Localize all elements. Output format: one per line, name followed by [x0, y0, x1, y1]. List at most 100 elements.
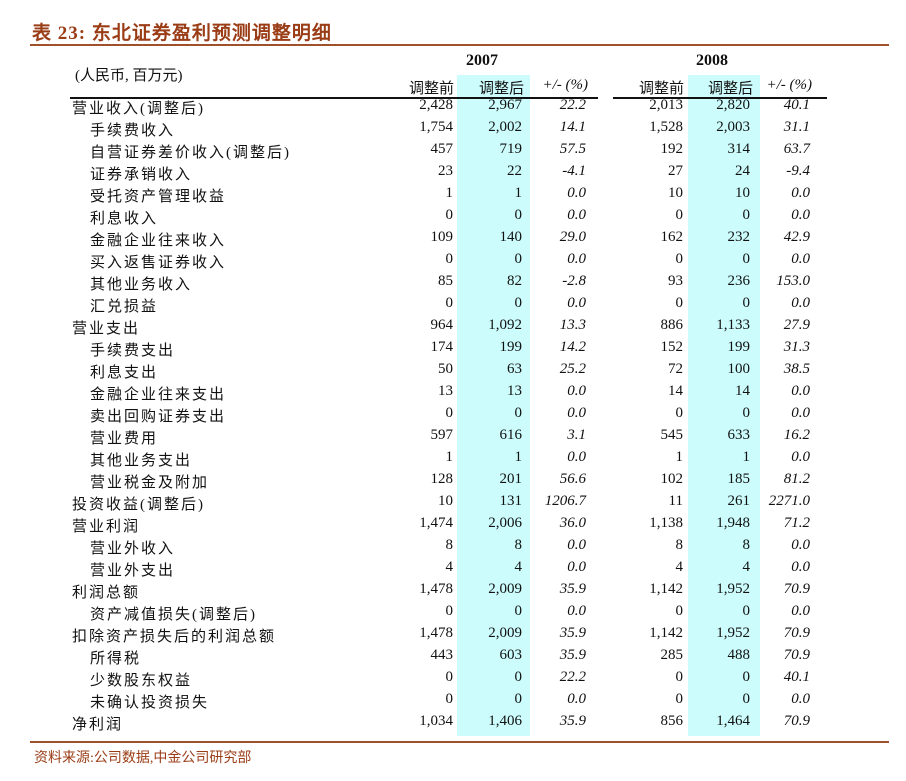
value-cell: 109	[430, 229, 454, 245]
pct-change-cell: 29.0	[559, 229, 586, 245]
table-row: 自营证券差价收入(调整后) 457 719 57.5 192 314 63.7	[0, 141, 906, 163]
header-rule-2008	[613, 97, 827, 99]
value-cell: 2,006	[488, 515, 522, 531]
table-row: 所得税 443 603 35.9 285 488 70.9	[0, 647, 906, 669]
value-cell: 2,009	[488, 625, 522, 641]
table-row: 利息支出 50 63 25.2 72 100 38.5	[0, 361, 906, 383]
header-before-2007: 调整前	[408, 81, 454, 97]
value-cell: 0	[445, 295, 454, 311]
value-cell: 0	[675, 207, 684, 223]
value-cell: 1,474	[419, 515, 453, 531]
row-label: 自营证券差价收入(调整后)	[90, 145, 291, 161]
pct-change-cell: 13.3	[559, 317, 586, 333]
value-cell: 1	[514, 449, 523, 465]
pct-change-cell: 16.2	[783, 427, 810, 443]
pct-change-cell: 31.3	[783, 339, 810, 355]
row-label: 营业外收入	[90, 541, 176, 557]
pct-change-cell: 63.7	[783, 141, 810, 157]
year-2007: 2007	[466, 52, 498, 69]
pct-change-cell: 35.9	[559, 581, 586, 597]
value-cell: 2,009	[488, 581, 522, 597]
row-label: 其他业务支出	[90, 453, 193, 469]
year-2008: 2008	[696, 52, 728, 69]
pct-change-cell: 0.0	[567, 537, 586, 553]
value-cell: 314	[727, 141, 751, 157]
pct-change-cell: 35.9	[559, 647, 586, 663]
table-row: 金融企业往来支出 13 13 0.0 14 14 0.0	[0, 383, 906, 405]
value-cell: 8	[675, 537, 684, 553]
value-cell: 8	[514, 537, 523, 553]
value-cell: 0	[445, 405, 454, 421]
value-cell: 1,142	[649, 581, 683, 597]
pct-change-cell: 70.9	[783, 647, 810, 663]
value-cell: 545	[660, 427, 684, 443]
pct-change-cell: 153.0	[776, 273, 810, 289]
value-cell: 0	[675, 669, 684, 685]
value-cell: 443	[430, 647, 454, 663]
pct-change-cell: 31.1	[783, 119, 810, 135]
pct-change-cell: 0.0	[567, 383, 586, 399]
value-cell: 8	[742, 537, 751, 553]
value-cell: 2,013	[649, 97, 683, 113]
value-cell: 2,428	[419, 97, 453, 113]
value-cell: 0	[742, 405, 751, 421]
value-cell: 719	[499, 141, 523, 157]
pct-change-cell: 14.1	[559, 119, 586, 135]
pct-change-cell: 27.9	[783, 317, 810, 333]
table-row: 金融企业往来收入 109 140 29.0 162 232 42.9	[0, 229, 906, 251]
value-cell: 1,406	[488, 713, 522, 729]
pct-change-cell: 0.0	[567, 405, 586, 421]
table-row: 营业费用 597 616 3.1 545 633 16.2	[0, 427, 906, 449]
value-cell: 1,754	[419, 119, 453, 135]
pct-change-cell: 0.0	[791, 251, 810, 267]
value-cell: 0	[675, 691, 684, 707]
table-row: 汇兑损益 0 0 0.0 0 0 0.0	[0, 295, 906, 317]
value-cell: 102	[660, 471, 684, 487]
value-cell: 85	[438, 273, 453, 289]
pct-change-cell: 0.0	[791, 185, 810, 201]
value-cell: 192	[660, 141, 684, 157]
pct-change-cell: 0.0	[791, 405, 810, 421]
table-row: 投资收益(调整后) 10 131 1206.7 11 261 2271.0	[0, 493, 906, 515]
table-row: 其他业务支出 1 1 0.0 1 1 0.0	[0, 449, 906, 471]
value-cell: 1,142	[649, 625, 683, 641]
table-row: 卖出回购证券支出 0 0 0.0 0 0 0.0	[0, 405, 906, 427]
pct-change-cell: 0.0	[567, 449, 586, 465]
value-cell: 162	[660, 229, 684, 245]
pct-change-cell: 0.0	[567, 559, 586, 575]
table-row: 营业收入(调整后) 2,428 2,967 22.2 2,013 2,820 40.1	[0, 97, 906, 119]
value-cell: 0	[742, 603, 751, 619]
row-label: 金融企业往来支出	[90, 387, 227, 403]
value-cell: 1	[514, 185, 523, 201]
pct-change-cell: 56.6	[559, 471, 586, 487]
row-label: 营业支出	[72, 321, 141, 337]
value-cell: 199	[499, 339, 523, 355]
value-cell: 0	[742, 251, 751, 267]
value-cell: 1,478	[419, 581, 453, 597]
pct-change-cell: 1206.7	[544, 493, 586, 509]
pct-change-cell: 0.0	[791, 537, 810, 553]
pct-change-cell: 0.0	[567, 251, 586, 267]
value-cell: 128	[430, 471, 454, 487]
value-cell: 13	[507, 383, 522, 399]
table-row: 营业外收入 8 8 0.0 8 8 0.0	[0, 537, 906, 559]
table-row: 扣除资产损失后的利润总额 1,478 2,009 35.9 1,142 1,952 70.9	[0, 625, 906, 647]
value-cell: 597	[430, 427, 454, 443]
table-row: 资产减值损失(调整后) 0 0 0.0 0 0 0.0	[0, 603, 906, 625]
row-label: 营业费用	[90, 431, 159, 447]
row-label: 其他业务收入	[90, 277, 193, 293]
value-cell: 10	[668, 185, 683, 201]
table-row: 利息收入 0 0 0.0 0 0 0.0	[0, 207, 906, 229]
value-cell: 1	[675, 449, 684, 465]
value-cell: 457	[430, 141, 454, 157]
pct-change-cell: 0.0	[791, 449, 810, 465]
table-row: 营业利润 1,474 2,006 36.0 1,138 1,948 71.2	[0, 515, 906, 537]
table-row: 净利润 1,034 1,406 35.9 856 1,464 70.9	[0, 713, 906, 735]
value-cell: 1,034	[419, 713, 453, 729]
pct-change-cell: 70.9	[783, 625, 810, 641]
pct-change-cell: 36.0	[559, 515, 586, 531]
value-cell: 1,952	[716, 581, 750, 597]
value-cell: 11	[668, 493, 683, 509]
value-cell: 0	[675, 603, 684, 619]
